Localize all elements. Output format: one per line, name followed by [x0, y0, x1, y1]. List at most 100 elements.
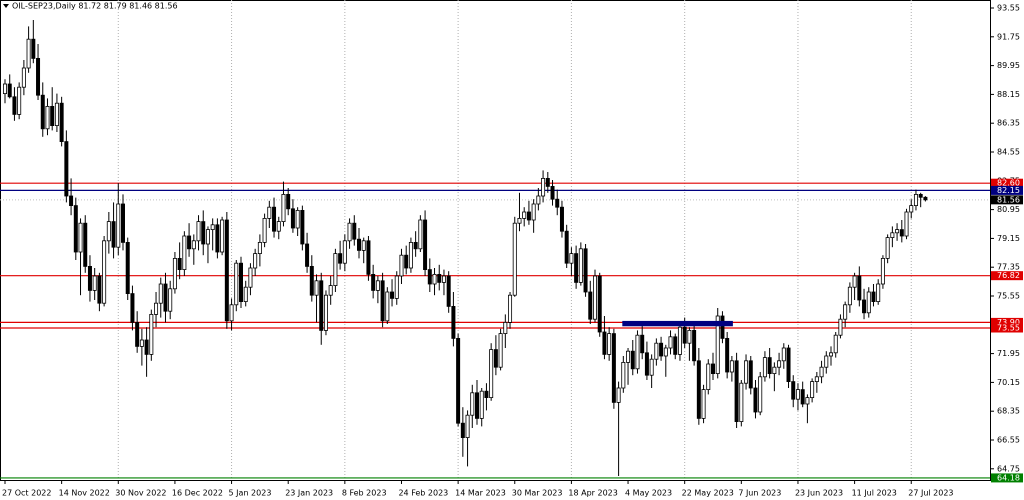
candle-body — [781, 347, 786, 362]
y-tick-label: 66.55 — [997, 436, 1020, 445]
candle-body — [833, 334, 838, 354]
candle-body — [621, 361, 626, 389]
price-label-box — [991, 317, 1023, 327]
candle-body — [102, 240, 107, 304]
candle-body — [427, 269, 432, 285]
candle-body — [394, 275, 399, 299]
candle-body — [281, 193, 286, 222]
candle-body — [885, 237, 890, 259]
x-tick-label: 27 Oct 2022 — [2, 489, 51, 498]
candle-body — [54, 102, 59, 126]
candle-body — [385, 291, 390, 322]
candle-body — [786, 347, 791, 382]
candle-body — [328, 285, 333, 296]
candle-body — [866, 291, 871, 314]
candle-body — [69, 195, 74, 206]
candle-body — [819, 366, 824, 378]
candle-body — [238, 262, 243, 303]
candle-body — [659, 342, 664, 357]
candle-body — [375, 280, 380, 291]
candle-body — [758, 376, 763, 413]
candle-body — [234, 262, 239, 306]
candle-body — [569, 253, 574, 264]
candle-body — [338, 253, 343, 264]
candle-body — [923, 196, 928, 201]
candle-body — [106, 221, 111, 242]
candle-body — [635, 334, 640, 370]
candle-body — [677, 326, 682, 355]
candle-body — [899, 229, 904, 237]
candle-body — [682, 326, 687, 344]
candle-body — [125, 241, 130, 294]
zone-box — [622, 320, 733, 327]
candle-body — [616, 387, 621, 403]
candle-body — [909, 205, 914, 213]
candle-body — [418, 219, 423, 250]
candle-body — [602, 331, 607, 355]
candle-body — [172, 257, 177, 290]
candle-body — [78, 222, 83, 253]
candle-body — [319, 280, 324, 331]
candle-body — [423, 219, 428, 270]
candle-body — [522, 211, 527, 219]
x-tick-label: 16 Dec 2022 — [172, 489, 223, 498]
candle-body — [87, 265, 92, 291]
y-tick-label: 80.95 — [997, 205, 1020, 214]
candle-body — [347, 222, 352, 242]
candle-body — [550, 185, 555, 200]
candle-body — [215, 224, 220, 253]
candle-body — [73, 205, 78, 253]
candle-body — [791, 381, 796, 400]
menu-triangle[interactable] — [3, 4, 9, 8]
candle-body — [139, 339, 144, 347]
candle-body — [201, 221, 206, 245]
candle-body — [805, 397, 810, 405]
x-tick-label: 14 Mar 2023 — [455, 489, 506, 498]
candle-body — [649, 358, 654, 376]
candle-body — [895, 229, 900, 234]
candle-body — [177, 257, 182, 270]
candle-body — [696, 360, 701, 419]
y-tick-label: 75.55 — [997, 292, 1020, 301]
candle-body — [663, 347, 668, 357]
candle-body — [248, 267, 253, 288]
candle-body — [493, 349, 498, 368]
candle-body — [154, 302, 159, 315]
candle-body — [824, 355, 829, 368]
candle-body — [451, 305, 456, 339]
candle-body — [555, 198, 560, 208]
candle-body — [564, 230, 569, 264]
candle-body — [484, 390, 489, 399]
candle-body — [748, 360, 753, 389]
candle-body — [158, 283, 163, 304]
price-label-box — [991, 271, 1023, 281]
candle-body — [380, 280, 385, 322]
candle-body — [97, 275, 102, 304]
candle-body — [17, 86, 22, 115]
candle-body — [734, 360, 739, 422]
candle-body — [309, 265, 314, 296]
candle-body — [913, 193, 918, 206]
x-tick-label: 14 Nov 2022 — [59, 489, 110, 498]
candle-body — [626, 350, 631, 363]
candle-body — [800, 389, 805, 405]
candle-body — [668, 336, 673, 349]
plot-frame — [0, 0, 991, 481]
candle-body — [593, 275, 598, 320]
candle-body — [262, 217, 267, 243]
candle-body — [31, 38, 36, 59]
candle-body — [135, 321, 140, 347]
candle-body — [220, 219, 225, 253]
x-tick-label: 30 Mar 2023 — [512, 489, 563, 498]
candle-body — [654, 342, 659, 360]
candle-body — [257, 241, 262, 254]
x-tick-label: 30 Nov 2022 — [115, 489, 166, 498]
candle-body — [276, 221, 281, 232]
candle-body — [121, 203, 126, 243]
y-tick-label: 64.75 — [997, 464, 1020, 473]
candle-body — [536, 195, 541, 205]
candle-body — [413, 241, 418, 250]
price-label: 73.90 — [997, 318, 1020, 327]
candle-body — [498, 333, 503, 368]
